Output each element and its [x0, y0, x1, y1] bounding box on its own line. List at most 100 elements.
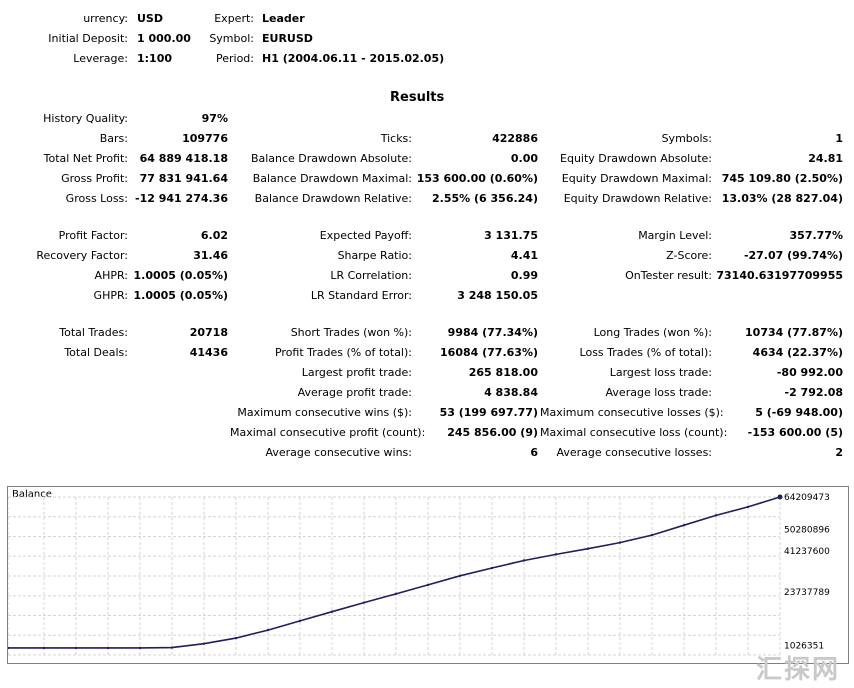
stat-value: 2: [835, 446, 843, 459]
stat-label: Gross Loss:: [65, 192, 128, 205]
stat-value: 3 131.75: [484, 229, 538, 242]
stat-value: 245 856.00 (9): [447, 426, 538, 439]
stat-label: Maximum consecutive wins ($):: [237, 406, 412, 419]
balance-point: [746, 505, 750, 509]
stat-label: Short Trades (won %):: [290, 326, 412, 339]
stat-label: OnTester result:: [625, 269, 712, 282]
stat-value: 1: [835, 132, 843, 145]
stat-label: Total Net Profit:: [43, 152, 128, 165]
balance-chart: Balance 09661826268535444403526261216980…: [7, 486, 849, 664]
symbol-label: Symbol:: [209, 32, 254, 45]
balance-point: [714, 514, 718, 517]
stat-label: Ticks:: [380, 132, 412, 145]
leverage-value: 1:100: [137, 52, 173, 65]
balance-point: [554, 553, 558, 556]
period-value: H1 (2004.06.11 - 2015.02.05): [262, 52, 445, 65]
balance-point: [330, 610, 334, 613]
stat-label: LR Correlation:: [330, 269, 412, 282]
balance-point: [106, 646, 110, 650]
stat-label: Equity Drawdown Absolute:: [560, 152, 712, 165]
period-label: Period:: [215, 52, 254, 65]
stat-label: Equity Drawdown Relative:: [563, 192, 712, 205]
stat-label: Total Deals:: [64, 346, 128, 359]
y-tick-label: 50280896: [784, 526, 830, 536]
stat-value: 13.03% (28 827.04): [721, 192, 843, 205]
balance-point: [234, 636, 238, 640]
stat-label: Balance Drawdown Absolute:: [250, 152, 412, 165]
history-quality-value: 97%: [201, 112, 228, 125]
stat-value: 53 (199 697.77): [439, 406, 538, 419]
stat-value: -80 992.00: [776, 366, 843, 379]
balance-point: [8, 646, 10, 650]
stat-label: Largest profit trade:: [301, 366, 412, 379]
y-tick-label: 64209473: [784, 493, 830, 503]
expert-label: Expert:: [214, 12, 254, 25]
stat-label: Balance Drawdown Relative:: [254, 192, 412, 205]
balance-point: [650, 533, 654, 537]
stat-value: -12 941 274.36: [135, 192, 228, 205]
stat-value: -27.07 (99.74%): [743, 249, 843, 262]
balance-point: [426, 583, 430, 587]
stat-label: AHPR:: [94, 269, 128, 282]
balance-end-marker: [777, 494, 783, 500]
balance-point: [490, 566, 494, 570]
initial-deposit-value: 1 000.00: [137, 32, 191, 45]
stat-value: 9984 (77.34%): [447, 326, 538, 339]
currency-value: USD: [137, 12, 163, 25]
stat-label: Margin Level:: [638, 229, 712, 242]
stat-label: Maximum consecutive losses ($):: [540, 406, 724, 419]
stat-value: 20718: [189, 326, 228, 339]
history-quality-label: History Quality:: [43, 112, 128, 125]
stat-value: 109776: [182, 132, 228, 145]
stat-value: 4634 (22.37%): [752, 346, 843, 359]
leverage-label: Leverage:: [73, 52, 128, 65]
stat-label: Balance Drawdown Maximal:: [252, 172, 412, 185]
stat-value: 1.0005 (0.05%): [133, 289, 229, 302]
stat-value: -153 600.00 (5): [747, 426, 843, 439]
stat-label: Sharpe Ratio:: [337, 249, 412, 262]
balance-point: [394, 592, 398, 596]
stat-value: 2.55% (6 356.24): [432, 192, 538, 205]
stat-value: 745 109.80 (2.50%): [721, 172, 843, 185]
stat-value: 3 248 150.05: [457, 289, 538, 302]
y-tick-label: 41237600: [784, 547, 830, 557]
stat-value: -2 792.08: [784, 386, 844, 399]
stat-label: Average consecutive losses:: [556, 446, 712, 459]
balance-point: [586, 547, 590, 550]
stat-label: Maximal consecutive loss (count):: [540, 426, 728, 439]
balance-point: [522, 559, 526, 562]
stat-label: Average profit trade:: [297, 386, 412, 399]
stat-value: 0.00: [510, 152, 538, 165]
balance-point: [170, 646, 174, 649]
stat-label: Symbols:: [661, 132, 712, 145]
stat-value: 265 818.00: [468, 366, 538, 379]
stat-label: Recovery Factor:: [36, 249, 128, 262]
balance-point: [682, 524, 686, 527]
stat-label: Long Trades (won %):: [593, 326, 712, 339]
stat-label: Average consecutive wins:: [265, 446, 412, 459]
stat-label: Equity Drawdown Maximal:: [561, 172, 712, 185]
balance-chart-svg: 0966182626853544440352626121698078398698…: [8, 493, 830, 656]
balance-line: [8, 496, 781, 649]
stat-label: Z-Score:: [666, 249, 712, 262]
stat-label: GHPR:: [93, 289, 128, 302]
y-tick-label: 23737789: [784, 588, 830, 598]
stat-value: 357.77%: [789, 229, 843, 242]
expert-value: Leader: [262, 12, 305, 25]
balance-point: [618, 541, 622, 544]
stat-value: 1.0005 (0.05%): [133, 269, 229, 282]
stat-label: Total Trades:: [59, 326, 128, 339]
stat-label: Expected Payoff:: [319, 229, 412, 242]
stat-value: 64 889 418.18: [139, 152, 228, 165]
balance-point: [362, 601, 366, 604]
stat-value: 41436: [189, 346, 228, 359]
stat-value: 77 831 941.64: [139, 172, 228, 185]
stat-value: 6: [530, 446, 538, 459]
stat-value: 10734 (77.87%): [745, 326, 843, 339]
stat-label: Loss Trades (% of total):: [579, 346, 712, 359]
balance-point: [42, 646, 46, 650]
currency-label: urrency:: [83, 12, 128, 25]
balance-point: [138, 646, 142, 650]
balance-point: [298, 619, 302, 623]
stat-value: 4.41: [510, 249, 538, 262]
